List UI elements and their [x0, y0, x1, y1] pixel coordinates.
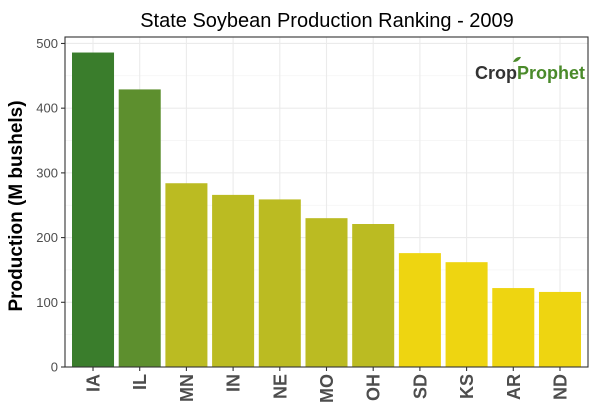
y-tick-label: 200 [36, 230, 58, 245]
x-tick-label-nd: ND [550, 374, 570, 400]
chart-title: State Soybean Production Ranking - 2009 [140, 10, 514, 32]
y-tick-label: 100 [36, 295, 58, 310]
y-tick-label: 300 [36, 165, 58, 180]
x-tick-label-sd: SD [410, 374, 430, 399]
logo-text-prophet: Prophet [517, 63, 585, 83]
y-tick-label: 400 [36, 101, 58, 116]
bar-oh [352, 224, 395, 367]
y-tick-label: 0 [51, 360, 58, 375]
x-tick-label-il: IL [130, 374, 150, 390]
x-tick-label-mo: MO [317, 374, 337, 403]
bar-ia [72, 52, 115, 367]
logo-leaf-icon [513, 56, 521, 62]
bar-nd [538, 291, 581, 367]
bar-mn [165, 183, 208, 367]
bar-mo [305, 218, 348, 367]
x-tick-label-ia: IA [84, 374, 104, 392]
logo-text-crop: Crop [475, 63, 517, 83]
bar-il [118, 89, 161, 367]
x-tick-label-in: IN [224, 374, 244, 392]
y-axis-title: Production (M bushels) [6, 100, 27, 311]
cropprophet-logo: CropProphet [475, 56, 585, 83]
logo-text: CropProphet [475, 63, 585, 83]
plot-area: 0 100 200 300 400 500 IA IL MN IN NE MO OH SD KS AR ND [36, 36, 589, 403]
x-tick-label-mn: MN [177, 374, 197, 402]
x-tick-label-oh: OH [364, 374, 384, 401]
x-tick-label-ar: AR [504, 374, 524, 400]
bar-in [212, 194, 255, 367]
x-tick-label-ks: KS [457, 374, 477, 399]
bar-ks [445, 262, 488, 367]
bar-sd [398, 253, 441, 367]
bar-ne [258, 199, 301, 367]
y-tick-label: 500 [36, 36, 58, 51]
x-tick-label-ne: NE [270, 374, 290, 399]
bar-ar [492, 288, 535, 367]
